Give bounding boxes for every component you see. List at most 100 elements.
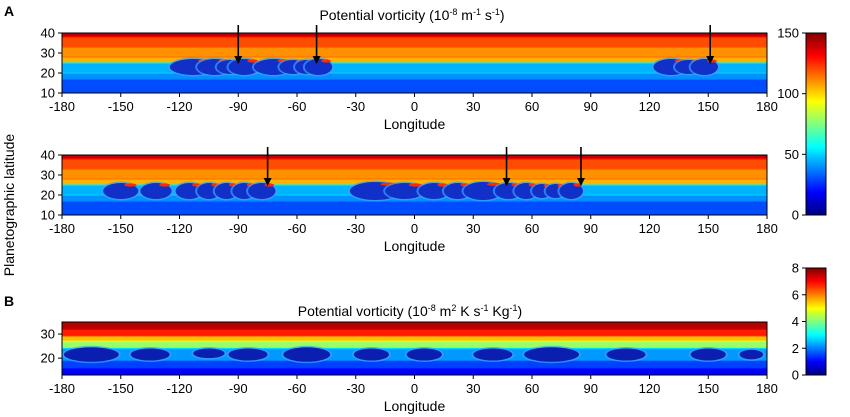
x-tick-label: -120 (166, 221, 192, 236)
colorbar-tick-label: 50 (785, 147, 799, 162)
x-tick-label: -150 (108, 99, 134, 114)
vortex-5 (283, 347, 331, 362)
pv-band-7 (62, 33, 767, 37)
vortex-12 (463, 182, 503, 200)
heatmap-field (62, 322, 767, 375)
panel-a-letter: A (4, 3, 14, 19)
colorbar-tick-label: 0 (792, 368, 799, 383)
y-tick-label: 20 (41, 188, 55, 203)
pv-band-3 (62, 63, 767, 73)
x-tick-label: 90 (584, 381, 598, 396)
x-tick-label: 180 (756, 99, 778, 114)
pv-band-2 (62, 73, 767, 79)
heatmap-field (62, 33, 767, 93)
x-tick-label: -90 (229, 99, 248, 114)
vortex-edge-red (264, 183, 275, 187)
x-tick-label: -60 (288, 381, 307, 396)
panel-b-letter: B (4, 293, 14, 309)
pv-band-1 (62, 79, 767, 93)
x-tick-label: 30 (466, 99, 480, 114)
pv-band-1 (62, 367, 767, 375)
x-axis-label: Longitude (384, 238, 446, 254)
vortex-9 (385, 183, 425, 199)
vortex-2 (130, 348, 170, 361)
panel-b-title: Potential vorticity (10-8 m2 K s-1 Kg-1) (298, 303, 522, 319)
panel-a-title: Potential vorticity (10-8 m-1 s-1) (319, 7, 504, 23)
x-tick-label: -180 (49, 381, 75, 396)
x-tick-label: 0 (411, 221, 418, 236)
pv-band-4 (62, 57, 767, 63)
x-tick-label: 60 (525, 381, 539, 396)
x-tick-label: 150 (697, 99, 719, 114)
x-tick-label: -30 (346, 381, 365, 396)
colorbar-tick-label: 8 (792, 261, 799, 276)
plot-panels: -180 -150 -120 -90 -60 -30 0 30 60 90 120 150 180 10 2… (41, 25, 778, 414)
x-axis-label: Longitude (384, 116, 446, 132)
vortex-edge-red (573, 183, 582, 187)
x-tick-label: -60 (288, 221, 307, 236)
y-tick-label: 40 (41, 148, 55, 163)
panel-3: -180 -150 -120 -90 -60 -30 0 30 60 90 120 150 180 20 3… (41, 321, 778, 414)
vortex-11 (690, 59, 719, 75)
x-tick-label: -60 (288, 99, 307, 114)
vortex-1 (103, 183, 139, 199)
y-tick-label: 10 (41, 208, 55, 223)
vortex-8 (304, 59, 333, 75)
pv-band-1 (62, 201, 767, 215)
x-tick-label: 0 (411, 99, 418, 114)
x-axis-label: Longitude (384, 398, 446, 414)
pv-band-7 (62, 155, 767, 159)
x-tick-label: 0 (411, 381, 418, 396)
vortex-edge-red (159, 183, 171, 187)
pv-band-4 (62, 341, 767, 349)
pv-band-7 (62, 322, 767, 330)
pv-band-5 (62, 169, 767, 179)
x-tick-label: 90 (584, 221, 598, 236)
x-tick-label: -90 (229, 221, 248, 236)
colorbar-2: 0 2 4 6 8 (792, 261, 827, 383)
vortex-4 (228, 59, 260, 75)
vortex-arrow-head (234, 56, 243, 64)
pv-band-2 (62, 360, 767, 368)
panel-2: -180 -150 -120 -90 -60 -30 0 30 60 90 120 150 180 10 2… (41, 147, 778, 254)
x-tick-label: 180 (756, 221, 778, 236)
x-tick-label: 180 (756, 381, 778, 396)
pv-band-6 (62, 159, 767, 169)
vortex-edge-red (321, 59, 331, 63)
vortex-3 (175, 183, 204, 199)
colorbar-1: 0 50 100 150 (777, 26, 827, 223)
x-tick-label: -90 (229, 381, 248, 396)
colorbar-tick-label: 6 (792, 287, 799, 302)
x-tick-label: 60 (525, 221, 539, 236)
colorbars: 0 50 100 150 0 2 4 6 8 (777, 26, 827, 383)
colorbar-tick-label: 100 (777, 86, 799, 101)
y-tick-label: 20 (41, 351, 55, 366)
y-tick-label: 10 (41, 86, 55, 101)
vortex-arrow-head (312, 56, 321, 64)
x-tick-label: 120 (639, 381, 661, 396)
colorbar-tick-label: 2 (792, 341, 799, 356)
x-tick-label: 30 (466, 221, 480, 236)
x-tick-label: -120 (166, 381, 192, 396)
vortex-edge-red (124, 183, 137, 187)
pv-band-6 (62, 329, 767, 337)
vortex-2 (140, 183, 172, 199)
vortex-17 (559, 183, 583, 199)
vortex-1 (63, 347, 119, 362)
vortex-12 (739, 349, 764, 360)
x-tick-label: -150 (108, 381, 134, 396)
pv-band-6 (62, 37, 767, 47)
y-tick-label: 20 (41, 66, 55, 81)
vortex-9 (524, 347, 579, 362)
x-tick-label: -150 (108, 221, 134, 236)
pv-band-5 (62, 336, 767, 342)
vortex-arrow-head (502, 178, 511, 186)
vortex-7 (248, 183, 276, 199)
heatmap-field (62, 155, 767, 215)
pv-band-4 (62, 179, 767, 185)
x-tick-label: 30 (466, 381, 480, 396)
x-tick-label: -30 (346, 99, 365, 114)
vortex-10 (418, 183, 450, 199)
x-tick-label: 150 (697, 221, 719, 236)
